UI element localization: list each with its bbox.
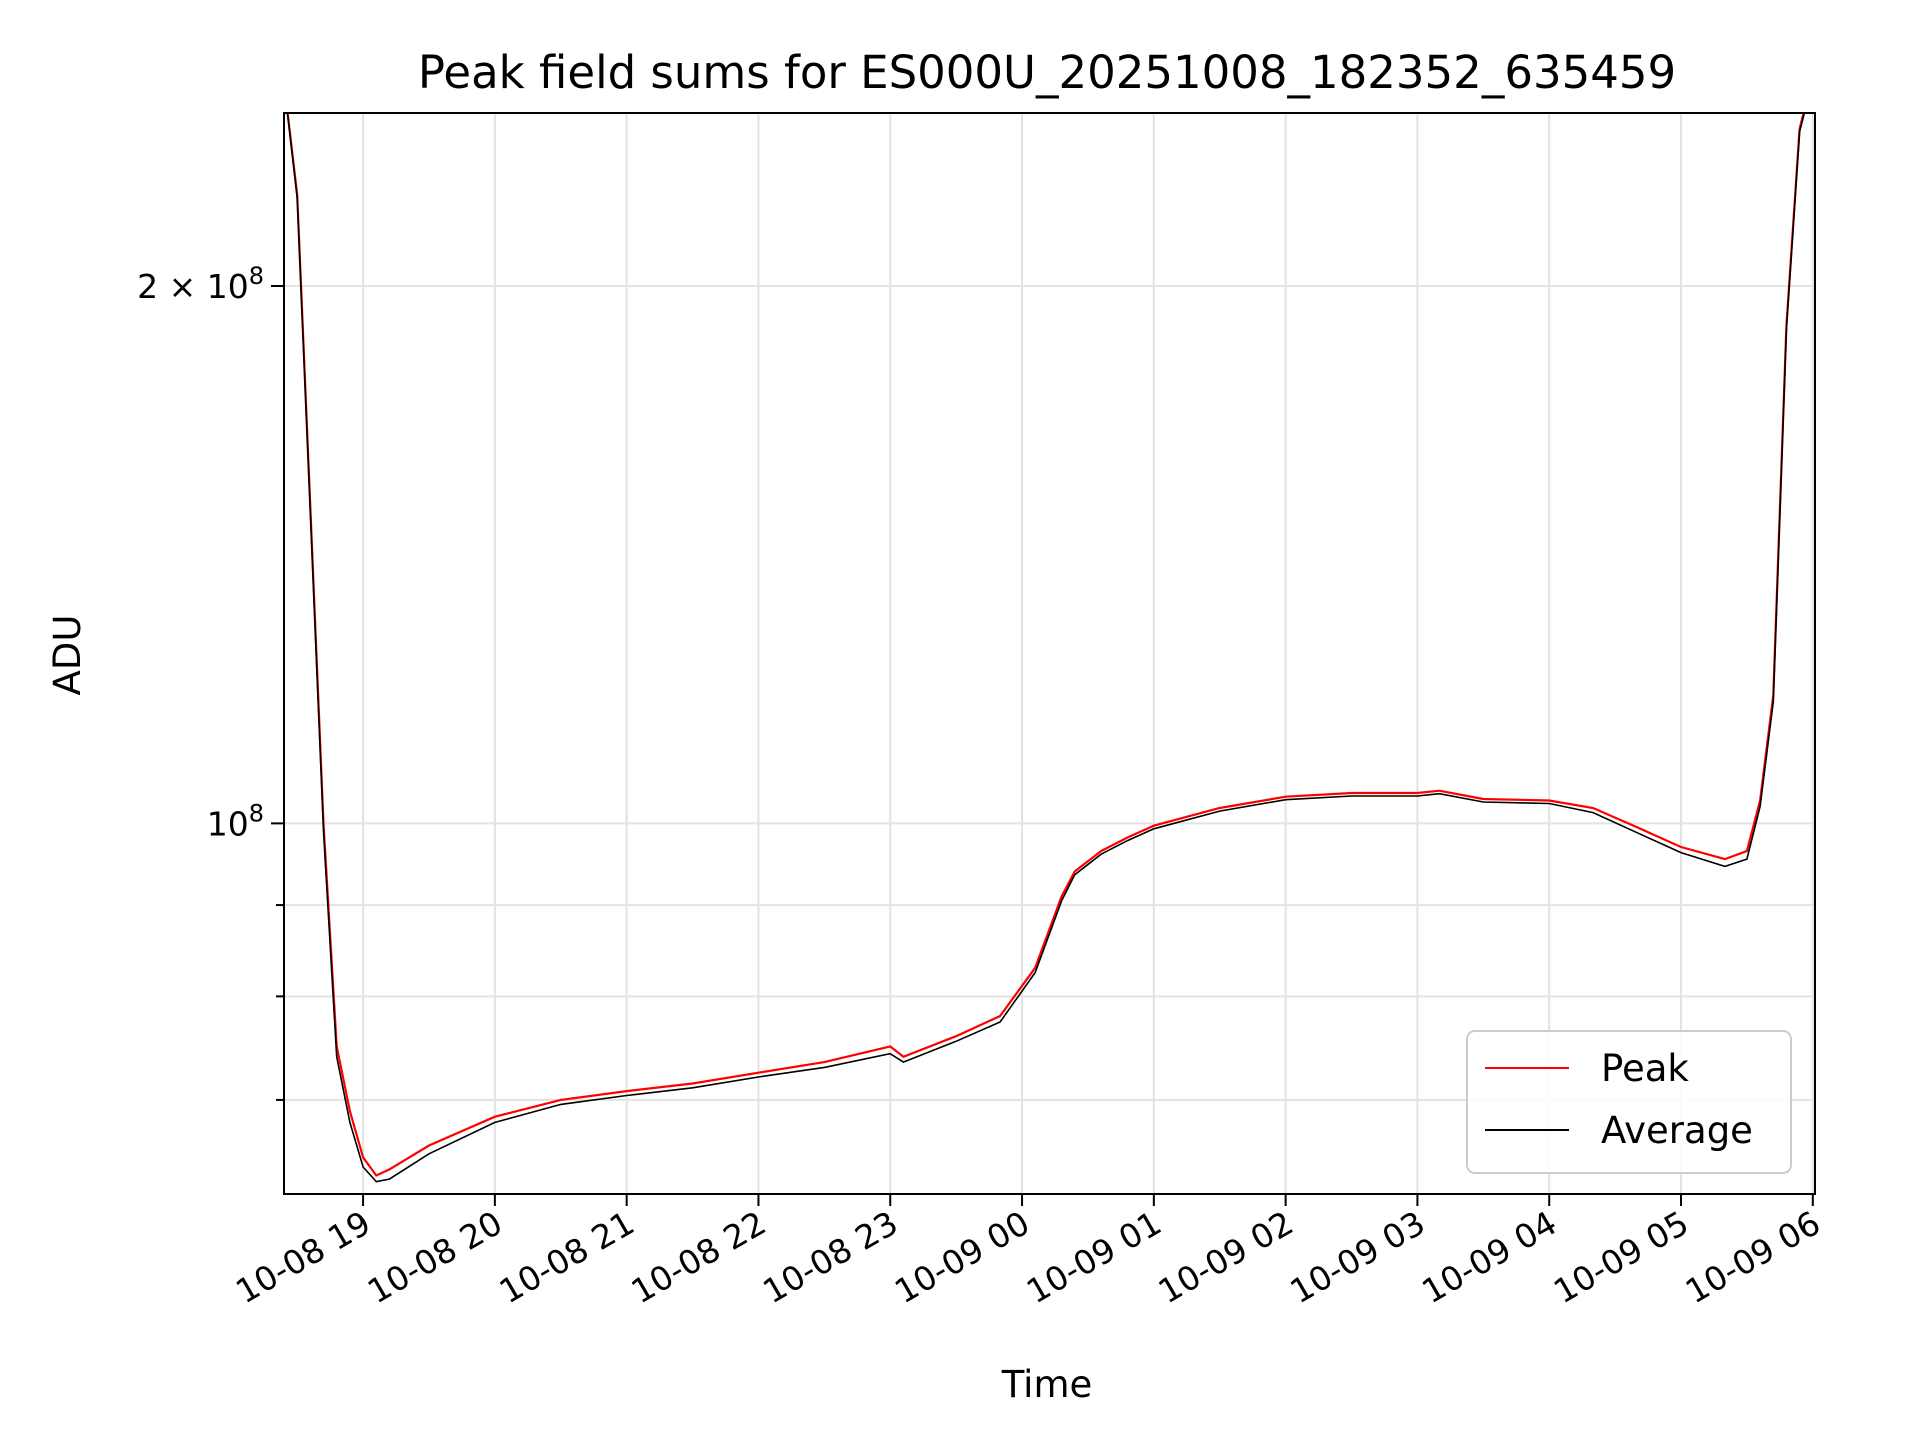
chart-title: Peak field sums for ES000U_20251008_1823… xyxy=(418,46,1676,99)
plot-frame xyxy=(283,112,1816,1195)
series-line-average xyxy=(286,113,1806,1183)
legend-label-average: Average xyxy=(1601,1109,1753,1152)
y-tick-label: 108 xyxy=(207,799,264,843)
y-axis-label: ADU xyxy=(46,615,89,696)
y-tick-label: 2 × 108 xyxy=(137,262,264,306)
plot-series xyxy=(286,113,1806,1183)
legend-box xyxy=(1466,1030,1792,1174)
series-line-peak xyxy=(286,113,1805,1177)
x-axis-label: Time xyxy=(1001,1363,1093,1406)
legend: Peak Average xyxy=(1466,1030,1792,1174)
legend-label-peak: Peak xyxy=(1601,1047,1689,1090)
